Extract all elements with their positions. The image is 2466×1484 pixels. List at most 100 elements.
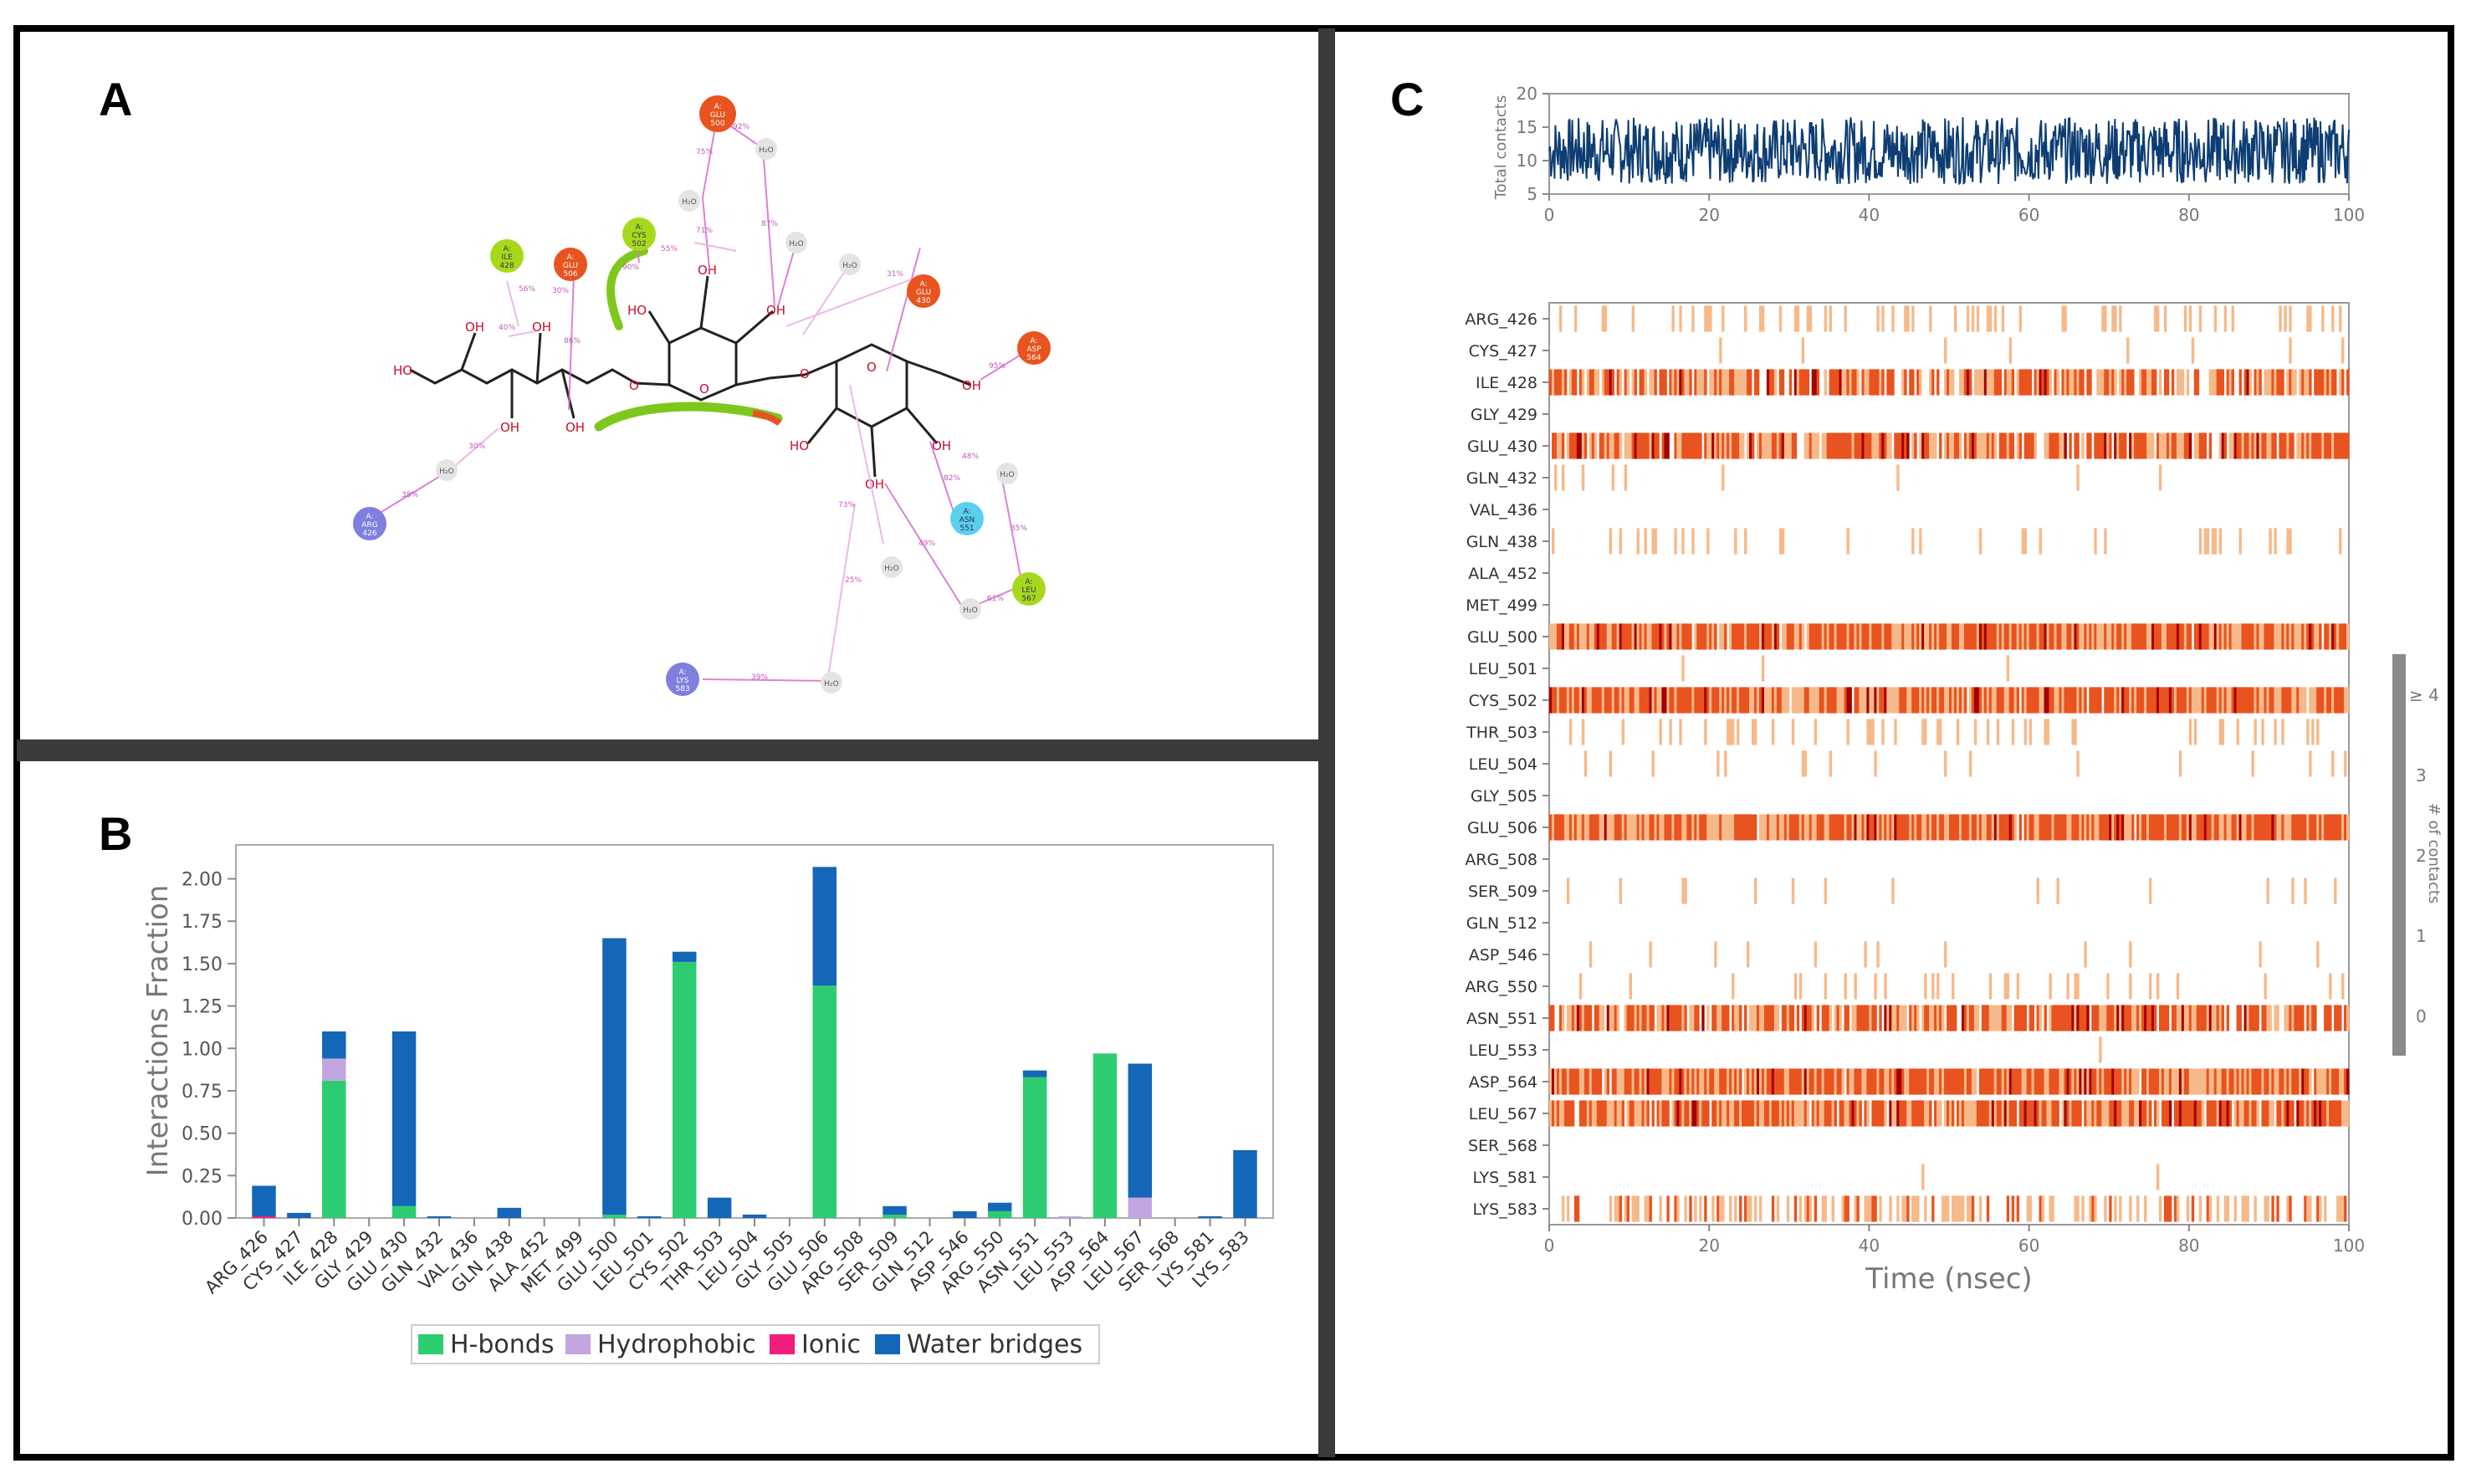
heatmap-cell xyxy=(2266,814,2269,841)
heatmap-cell xyxy=(1851,1005,1855,1031)
heatmap-cell xyxy=(1629,973,1632,1000)
heatmap-cell xyxy=(1624,369,1628,396)
heatmap-x-tick-label: 20 xyxy=(1698,1236,1719,1256)
heatmap-cell xyxy=(2331,369,2335,396)
heatmap-cell xyxy=(2196,1100,2200,1127)
heatmap-cell xyxy=(2173,1068,2177,1095)
heatmap-cell xyxy=(1869,432,1872,459)
heatmap-cell xyxy=(1646,1195,1650,1222)
heatmap-cell xyxy=(2011,1100,2015,1127)
heatmap-cell xyxy=(2301,1005,2305,1031)
heatmap-cell xyxy=(1876,941,1880,968)
svg-text:30%: 30% xyxy=(468,443,485,451)
heatmap-cell xyxy=(1806,369,1810,396)
heatmap-cell xyxy=(2039,1005,2042,1031)
heatmap-cell xyxy=(1586,1100,1590,1127)
heatmap-cell xyxy=(1744,528,1747,555)
heatmap-cell xyxy=(1916,687,1920,714)
svg-text:H₂O: H₂O xyxy=(439,468,453,476)
svg-text:GLU: GLU xyxy=(563,262,578,270)
heatmap-cell xyxy=(2339,1100,2342,1127)
heatmap-cell xyxy=(1826,1068,1829,1095)
heatmap-cell xyxy=(2291,1068,2295,1095)
heatmap-cell xyxy=(1749,432,1752,459)
heatmap-cell xyxy=(1988,305,1993,332)
heatmap-cell xyxy=(1876,687,1880,714)
heatmap-cell xyxy=(1753,1195,1757,1222)
heatmap-cell xyxy=(1671,369,1675,396)
heatmap-cell xyxy=(2011,1195,2015,1222)
heatmap-cell xyxy=(2211,528,2215,555)
heatmap-cell xyxy=(1781,369,1785,396)
heatmap-cell xyxy=(1988,369,1993,396)
heatmap-cell xyxy=(2156,973,2160,1000)
heatmap-cell xyxy=(2168,1068,2172,1095)
heatmap-cell xyxy=(1664,623,1667,650)
heatmap-cell xyxy=(1939,1068,1942,1095)
heatmap-cell xyxy=(2186,432,2190,459)
heatmap-cell xyxy=(2176,432,2180,459)
heatmap-cell xyxy=(1809,687,1813,714)
svg-text:LYS: LYS xyxy=(676,677,688,685)
heatmap-cell xyxy=(2226,1195,2229,1222)
heatmap-cell xyxy=(1676,1100,1680,1127)
heatmap-cell xyxy=(2041,369,2044,396)
heatmap-cell xyxy=(2269,369,2272,396)
heatmap-cell xyxy=(1686,1100,1690,1127)
heatmap-cell xyxy=(2289,1100,2292,1127)
heatmap-cell xyxy=(1776,1005,1780,1031)
heatmap-cell xyxy=(2018,432,2023,459)
heatmap-cell xyxy=(1839,814,1842,841)
heatmap-cell xyxy=(1684,432,1687,459)
heatmap-cell xyxy=(1786,1005,1790,1031)
heatmap-cell xyxy=(1563,369,1568,396)
heatmap-cell xyxy=(2284,1100,2287,1127)
heatmap-cell xyxy=(2186,687,2190,714)
heatmap-cell xyxy=(1739,623,1742,650)
heatmap-cell xyxy=(1846,1005,1850,1031)
heatmap-cell xyxy=(1904,432,1907,459)
bar-segment-water-bridges xyxy=(497,1207,521,1218)
heatmap-cell xyxy=(1756,1068,1760,1095)
heatmap-cell xyxy=(2076,973,2080,1000)
heatmap-cell xyxy=(2321,369,2325,396)
heatmap-cell xyxy=(2326,369,2330,396)
heatmap-cell xyxy=(1661,687,1665,714)
heatmap-cell xyxy=(1661,1068,1665,1095)
heatmap-cell xyxy=(1624,1005,1628,1031)
heatmap-cell xyxy=(1781,623,1785,650)
heatmap-cell xyxy=(1947,432,1950,459)
heatmap-cell xyxy=(1696,1068,1700,1095)
svg-text:583: 583 xyxy=(675,685,689,693)
heatmap-cell xyxy=(1931,973,1935,1000)
heatmap-cell xyxy=(1679,369,1682,396)
bar-y-tick-label: 1.75 xyxy=(182,912,223,933)
heatmap-cell xyxy=(2094,687,2097,714)
heatmap-cell xyxy=(2013,814,2018,841)
heatmap-cell xyxy=(2064,432,2067,459)
heatmap-cell xyxy=(1983,1068,1988,1095)
heatmap-cell xyxy=(1641,432,1645,459)
heatmap-cell xyxy=(2079,1068,2082,1095)
heatmap-cell xyxy=(1706,432,1710,459)
heatmap-cell xyxy=(2289,814,2292,841)
heatmap-cell xyxy=(2294,814,2297,841)
heatmap-cell xyxy=(1849,432,1852,459)
heatmap-cell xyxy=(1768,687,1773,714)
heatmap-cell xyxy=(1834,687,1837,714)
heatmap-cell xyxy=(1766,369,1770,396)
heatmap-cell xyxy=(2018,1005,2023,1031)
heatmap-cell xyxy=(1753,878,1757,904)
heatmap-cell xyxy=(1714,1068,1717,1095)
heatmap-cell xyxy=(2114,623,2117,650)
heatmap-cell xyxy=(2266,623,2269,650)
heatmap-cell xyxy=(1841,1195,1844,1222)
heatmap-cell xyxy=(2291,623,2295,650)
heatmap-cell xyxy=(2233,623,2237,650)
heatmap-cell xyxy=(1778,528,1783,555)
heatmap-cell xyxy=(2018,1068,2023,1095)
heatmap-row-label: CYS_427 xyxy=(1469,342,1537,361)
heatmap-cell xyxy=(2296,1005,2300,1031)
heatmap-cell xyxy=(2139,687,2142,714)
